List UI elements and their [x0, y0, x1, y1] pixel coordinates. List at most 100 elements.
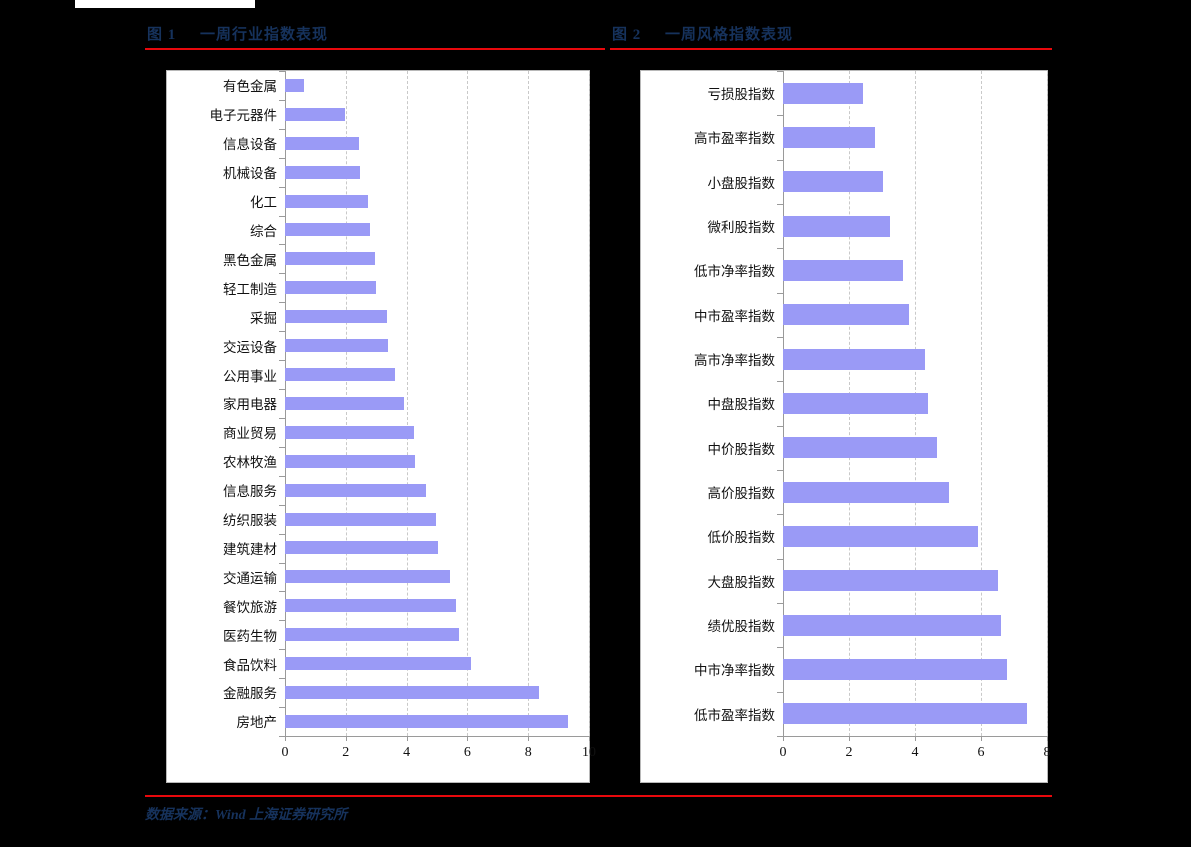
bar [285, 483, 427, 497]
bar-track [285, 447, 589, 476]
y-tick-mark [777, 204, 783, 205]
bar [285, 136, 359, 150]
gridline [1047, 71, 1048, 736]
y-tick-mark [279, 244, 285, 246]
category-label: 信息设备 [223, 137, 277, 153]
bar-track [285, 476, 589, 505]
bar [285, 281, 376, 295]
bar-track [285, 302, 589, 331]
chart2-x-axis: 0 2 4 6 8 [641, 736, 1051, 782]
y-tick-mark [777, 691, 783, 693]
category-label: 黑色金属 [223, 252, 277, 268]
x-tick-label: 4 [911, 745, 919, 760]
chart-panel-industry-index: 有色金属 电子元器件 信息设备 机械设备 化工 综合 黑色金属 轻工制造 采掘 交运设备 公用事业家… [166, 70, 596, 783]
bar-track [285, 331, 589, 360]
bar-track [783, 514, 1047, 558]
bar-row: 大盘股指数 [641, 559, 1047, 603]
footer-rule [145, 795, 1052, 797]
bar [783, 259, 904, 281]
bar-track [285, 389, 589, 418]
bar [285, 570, 451, 584]
bar-track [285, 244, 589, 273]
bar [783, 348, 925, 370]
bar-row: 电子元器件 [167, 100, 589, 129]
x-tick-label: 8 [1043, 745, 1051, 760]
y-tick-mark [279, 417, 285, 419]
bar-track [783, 293, 1047, 337]
y-tick-mark [777, 514, 783, 516]
figure-2-title-text: 一周风格指数表现 [665, 27, 794, 43]
bar-track [285, 505, 589, 534]
category-label: 房地产 [236, 715, 278, 731]
category-label: 化工 [250, 195, 277, 211]
figure-2-number: 图 2 [612, 27, 642, 43]
bar-row: 有色金属 [167, 71, 589, 100]
category-label: 公用事业 [223, 368, 277, 384]
category-label: 低市盈率指数 [694, 707, 775, 723]
x-tick-label: 4 [403, 745, 411, 760]
x-tick-label: 8 [524, 745, 532, 760]
bar-track [783, 337, 1047, 381]
bar [285, 512, 437, 526]
figure-2-title: 图 2 一周风格指数表现 [610, 24, 1052, 46]
bar-row: 餐饮旅游 [167, 591, 589, 620]
category-label: 亏损股指数 [707, 87, 776, 103]
y-tick-mark [279, 504, 285, 506]
bar-row: 纺织服装 [167, 505, 589, 534]
x-tick [589, 736, 590, 741]
y-tick-mark [279, 157, 285, 159]
bar-row: 商业贸易 [167, 418, 589, 447]
bar [285, 223, 370, 237]
figure-1-title: 图 1 一周行业指数表现 [145, 24, 605, 46]
category-label: 农林牧渔 [223, 455, 277, 471]
bar-row: 交运设备 [167, 331, 589, 360]
y-tick-mark [279, 215, 285, 217]
y-tick-mark [279, 533, 285, 535]
bar-row: 微利股指数 [641, 204, 1047, 248]
x-tick [467, 736, 469, 741]
y-tick-mark [777, 381, 783, 383]
x-axis-line [285, 736, 589, 737]
figure-2-rule [610, 48, 1052, 50]
bar-row: 化工 [167, 187, 589, 216]
y-tick-mark [279, 128, 285, 130]
bar [285, 165, 360, 179]
y-tick-mark [279, 446, 285, 448]
category-label: 高价股指数 [707, 486, 776, 502]
bar [783, 304, 910, 326]
bar-row: 信息设备 [167, 129, 589, 158]
bar [285, 368, 396, 382]
bar-track [285, 71, 589, 100]
bar [285, 628, 460, 642]
category-label: 大盘股指数 [707, 574, 776, 590]
bar [285, 310, 388, 324]
x-tick [528, 736, 530, 741]
y-tick-mark [777, 71, 783, 72]
y-tick-mark [279, 620, 285, 622]
bar-track [783, 160, 1047, 204]
y-tick-mark [777, 736, 783, 737]
figure-1-number: 图 1 [147, 27, 177, 43]
bar [783, 570, 998, 592]
bar-row: 亏损股指数 [641, 71, 1047, 115]
category-label: 高市净率指数 [694, 353, 775, 369]
category-label: 电子元器件 [209, 108, 278, 124]
bar-track [285, 562, 589, 591]
bar [783, 481, 949, 503]
category-label: 绩优股指数 [707, 619, 776, 635]
bar [285, 107, 346, 121]
bar-row: 中盘股指数 [641, 381, 1047, 425]
bar-track [783, 647, 1047, 691]
bar-row: 信息服务 [167, 476, 589, 505]
bar-track [783, 559, 1047, 603]
bar [783, 703, 1027, 725]
bar-track [783, 603, 1047, 647]
bar-row: 轻工制造 [167, 273, 589, 302]
bar-row: 低市盈率指数 [641, 692, 1047, 736]
bar-track [285, 158, 589, 187]
bar-track [285, 620, 589, 649]
category-label: 家用电器 [223, 397, 277, 413]
x-tick [285, 736, 286, 741]
x-tick-label: 2 [845, 745, 853, 760]
